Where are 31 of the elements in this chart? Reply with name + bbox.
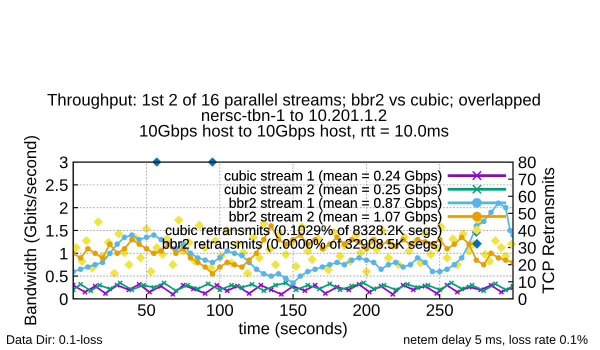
legend-label: cubic stream 1 (mean = 0.24 Gbps) <box>224 170 442 184</box>
y2-tick-label: 30 <box>518 242 536 254</box>
y-tick-label: 0 <box>60 293 68 306</box>
x-axis-title: time (seconds) <box>238 322 347 338</box>
x-tick-label: 150 <box>280 304 306 316</box>
y-tick-label: 2.5 <box>46 179 68 192</box>
y2-tick-label: 70 <box>518 174 536 186</box>
y2-tick-label: 60 <box>518 190 536 202</box>
y2-tick-label: 80 <box>518 156 536 168</box>
legend-label: bbr2 stream 1 (mean = 0.87 Gbps) <box>230 198 442 211</box>
y2-tick-label: 0 <box>518 293 526 306</box>
legend-label: bbr2 stream 2 (mean = 1.07 Gbps) <box>230 211 442 224</box>
legend-label: cubic stream 2 (mean = 0.25 Gbps) <box>224 184 442 197</box>
y-axis-title: Bandwidth (Gbits/second) <box>24 136 40 325</box>
y2-axis-title: TCP Retransmits <box>542 168 554 294</box>
y-tick-label: 1.5 <box>46 225 68 237</box>
text: Data Dir: 0.1-loss <box>7 334 102 344</box>
chart-title: Throughput: 1st 2 of 16 parallel streams; bbr2 vs cubic; overlapped nersc-tbn-1 to 10.201.1.2 10Gbps host to 10Gbps host, rtt = 10.0ms <box>48 93 540 140</box>
x-tick-label: 200 <box>353 304 380 316</box>
x-tick-label: 100 <box>207 304 234 316</box>
y-tick-label: 1 <box>60 248 68 260</box>
y2-tick-label: 20 <box>518 259 536 271</box>
y-tick-label: 3 <box>60 156 68 168</box>
text: netem delay 5 ms, loss rate 0.1% <box>404 334 588 346</box>
x-tick-label: 250 <box>426 304 453 316</box>
y-tick-label: 0.5 <box>46 270 68 282</box>
y2-tick-label: 50 <box>518 208 536 220</box>
y2-tick-label: 10 <box>519 276 536 288</box>
x-tick-label: 50 <box>138 304 156 316</box>
y2-tick-label: 40 <box>518 224 536 237</box>
y-tick-label: 2 <box>60 202 68 214</box>
